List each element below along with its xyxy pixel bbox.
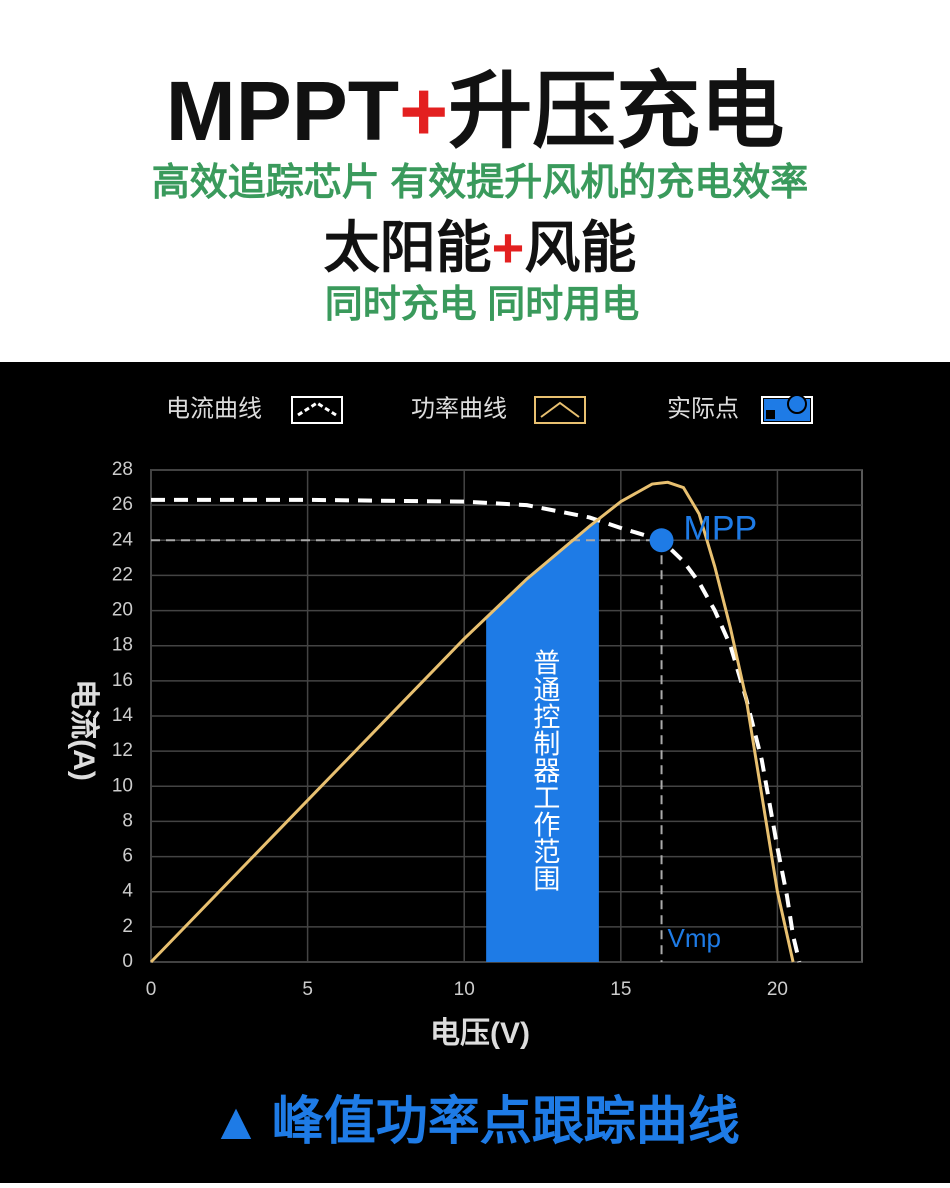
footer-icon: ▲ xyxy=(210,1093,261,1151)
footer: ▲ 峰值功率点跟踪曲线 xyxy=(210,1093,739,1151)
y-tick-label: 22 xyxy=(112,564,133,585)
mpp-label: MPP xyxy=(684,509,758,547)
x-tick-label: 0 xyxy=(146,979,157,1000)
line2-part: 风能 xyxy=(524,216,636,279)
y-tick-label: 6 xyxy=(122,846,133,867)
y-tick-label: 8 xyxy=(122,810,133,831)
vmp-label: Vmp xyxy=(668,923,721,953)
line3: 同时充电 同时用电 xyxy=(325,284,640,326)
working-range xyxy=(486,518,599,962)
x-axis-label: 电压(V) xyxy=(430,1017,530,1050)
legend-icon xyxy=(761,396,813,424)
legend-icon xyxy=(291,396,343,424)
title-part: MPPT xyxy=(166,64,399,158)
x-tick-label: 10 xyxy=(454,979,475,1000)
legend-label: 电流曲线 xyxy=(166,395,262,422)
line2-plus: + xyxy=(492,216,525,279)
y-axis-label: 电流(A) xyxy=(67,679,100,781)
x-tick-label: 5 xyxy=(302,979,313,1000)
subtitle: 高效追踪芯片 有效提升风机的充电效率 xyxy=(152,162,809,204)
y-tick-label: 24 xyxy=(112,529,134,550)
legend-label: 功率曲线 xyxy=(411,395,507,422)
title: MPPT+升压充电 xyxy=(166,64,784,158)
range-label: 普通控制器工作范围 xyxy=(529,648,560,891)
mpp-point xyxy=(649,528,674,553)
title-part: 升压充电 xyxy=(448,64,784,158)
series-line xyxy=(149,480,795,964)
legend-icon xyxy=(787,394,807,414)
legend-icon xyxy=(540,401,580,418)
y-tick-label: 28 xyxy=(112,459,133,480)
chart-bg xyxy=(0,362,950,1183)
line2-part: 太阳能 xyxy=(324,216,492,279)
title-plus: + xyxy=(399,64,448,158)
y-tick-label: 18 xyxy=(112,635,133,656)
y-tick-label: 2 xyxy=(122,916,133,937)
series-line xyxy=(151,497,802,963)
header-bg xyxy=(0,0,950,362)
legend-icon xyxy=(534,396,586,424)
x-tick-label: 15 xyxy=(610,979,631,1000)
y-tick-label: 12 xyxy=(112,740,133,761)
footer-text: 峰值功率点跟踪曲线 xyxy=(272,1093,740,1151)
y-tick-label: 16 xyxy=(112,670,133,691)
y-tick-label: 4 xyxy=(122,881,133,902)
y-tick-label: 14 xyxy=(112,705,134,726)
legend-icon xyxy=(766,410,775,419)
legend-label: 实际点 xyxy=(667,395,739,422)
line2: 太阳能+风能 xyxy=(324,216,637,279)
y-tick-label: 20 xyxy=(112,600,133,621)
y-tick-label: 0 xyxy=(122,951,133,972)
y-tick-label: 10 xyxy=(112,775,133,796)
x-tick-label: 20 xyxy=(767,979,788,1000)
y-tick-label: 26 xyxy=(112,494,133,515)
